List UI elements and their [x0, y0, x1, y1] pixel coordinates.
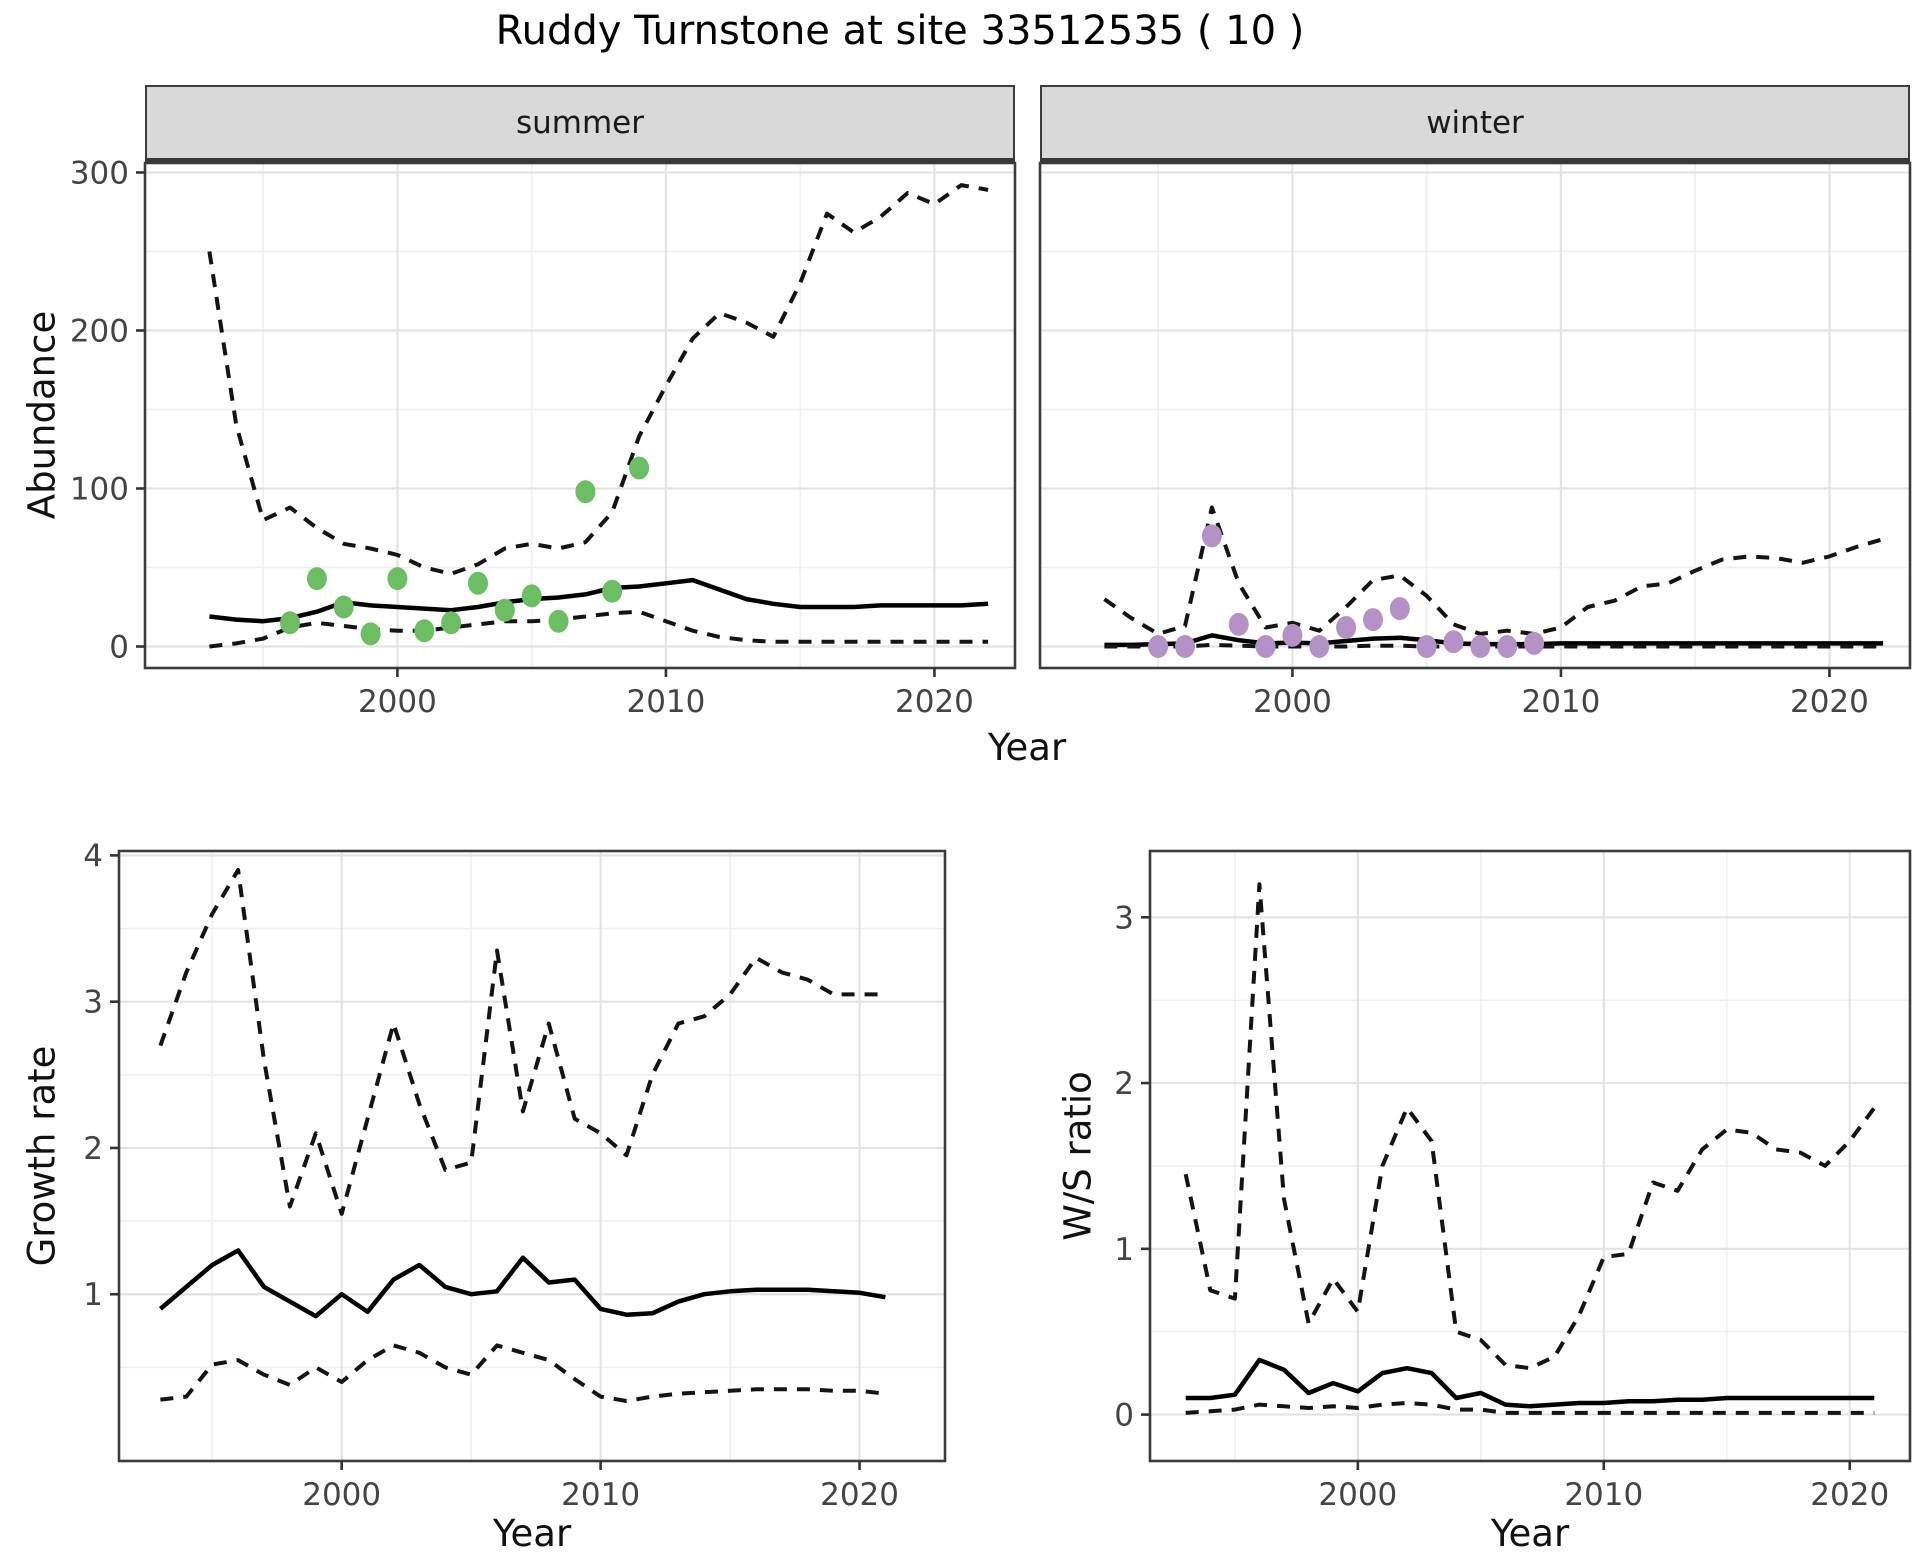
growth_rate-upper_95ci-line — [158, 868, 886, 1216]
observed_winter_counts-point — [1363, 608, 1383, 632]
facet-strip-summer: summer — [145, 85, 1015, 163]
y-tick-label: 0 — [109, 630, 129, 666]
y-tick-label: 3 — [1114, 900, 1134, 936]
growth_rate-panel-background — [119, 851, 945, 1461]
x-tick-label: 2020 — [895, 684, 974, 720]
observed_winter_counts-point — [1416, 635, 1437, 658]
y-tick-label: 2 — [83, 1131, 103, 1167]
observed_summer_counts-point — [280, 611, 300, 635]
x-axis-title-growth: Year — [492, 1512, 572, 1555]
observed_summer_counts-point — [494, 598, 515, 622]
x-tick-label: 2020 — [1810, 1477, 1889, 1513]
y-tick-label: 200 — [70, 313, 129, 349]
observed_summer_counts-point — [360, 622, 381, 646]
observed_winter_counts-point — [1389, 597, 1410, 621]
y-axis-title-ws-ratio: W/S ratio — [1056, 1071, 1100, 1241]
y-tick-label: 0 — [1114, 1398, 1134, 1434]
y-tick-label: 3 — [83, 985, 103, 1021]
y-tick-label: 1 — [83, 1277, 103, 1313]
observed_winter_counts-point — [1497, 635, 1518, 658]
observed_summer_counts-point — [548, 609, 569, 633]
observed_summer_counts-point — [414, 619, 435, 643]
observed_summer_counts-point — [629, 456, 650, 480]
x-tick-label: 2000 — [1318, 1477, 1397, 1513]
abundance_summer-lower_95ci-line — [209, 609, 989, 649]
x-tick-label: 2000 — [358, 684, 437, 720]
observed_winter_counts-point — [1470, 635, 1491, 658]
observed_winter_counts-point — [1309, 635, 1330, 658]
observed_winter_counts-point — [1201, 524, 1222, 548]
observed_winter_counts-point — [1282, 623, 1303, 647]
observed_winter_counts-point — [1148, 635, 1169, 658]
observed_summer_counts-point — [387, 567, 408, 591]
observed_winter_counts-point — [1255, 635, 1276, 658]
x-tick-label: 2010 — [1521, 684, 1600, 720]
observed_summer_counts-point — [306, 567, 327, 591]
ws_ratio-lower_95ci-line — [1185, 1401, 1875, 1415]
y-tick-label: 100 — [70, 472, 129, 508]
ws_ratio-panel-border — [1148, 849, 1912, 1463]
y-tick-label: 300 — [70, 155, 129, 191]
growth_rate-median-line — [158, 1248, 886, 1319]
y-axis-title-growth-rate: Growth rate — [20, 1045, 64, 1267]
observed_summer_counts-point — [602, 579, 623, 603]
observed_summer_counts-point — [521, 584, 542, 608]
abundance_winter-lower_95ci-line — [1104, 642, 1884, 649]
growth_rate-lower_95ci-line — [160, 1343, 886, 1403]
observed_winter_counts-point — [1524, 631, 1545, 655]
abundance_winter-upper_95ci-line — [1103, 505, 1884, 636]
y-tick-label: 1 — [1114, 1232, 1134, 1268]
x-tick-label: 2000 — [302, 1477, 381, 1513]
observed_summer_counts-point — [575, 480, 596, 504]
abundance_summer-panel-background — [145, 163, 1015, 668]
y-tick-label: 4 — [83, 838, 103, 874]
ws_ratio-panel-background — [1150, 851, 1910, 1461]
ws_ratio-upper_95ci-line — [1183, 882, 1876, 1371]
x-tick-label: 2020 — [1790, 684, 1869, 720]
observed_winter_counts-point — [1443, 630, 1464, 654]
growth_rate-panel-border — [117, 849, 947, 1463]
x-tick-label: 2020 — [820, 1477, 899, 1513]
observed_summer_counts-point — [468, 571, 488, 595]
y-tick-label: 2 — [1114, 1066, 1134, 1102]
abundance_summer-panel-border — [143, 161, 1017, 670]
x-tick-label: 2000 — [1253, 684, 1332, 720]
x-axis-title-ws: Year — [1490, 1512, 1570, 1555]
abundance_winter-panel-border — [1038, 161, 1912, 670]
y-axis-title-abundance: Abundance — [20, 310, 64, 520]
observed_summer_counts-point — [441, 611, 462, 635]
page-title: Ruddy Turnstone at site 33512535 ( 10 ) — [495, 8, 1305, 54]
abundance_winter-panel-background — [1040, 163, 1910, 668]
observed_summer_counts-point — [333, 595, 354, 619]
facet-strip-summer-label: summer — [515, 104, 644, 141]
observed_winter_counts-point — [1228, 612, 1249, 636]
x-tick-label: 2010 — [626, 684, 705, 720]
x-tick-label: 2010 — [1564, 1477, 1643, 1513]
x-tick-label: 2010 — [561, 1477, 640, 1513]
facet-strip-winter-label: winter — [1426, 104, 1524, 141]
ws_ratio-median-line — [1185, 1357, 1875, 1409]
x-axis-title-top: Year — [987, 726, 1067, 769]
facet-strip-winter: winter — [1040, 85, 1910, 163]
observed_winter_counts-point — [1336, 616, 1357, 639]
abundance_winter-median-line — [1104, 633, 1884, 648]
observed_winter_counts-point — [1175, 635, 1195, 658]
